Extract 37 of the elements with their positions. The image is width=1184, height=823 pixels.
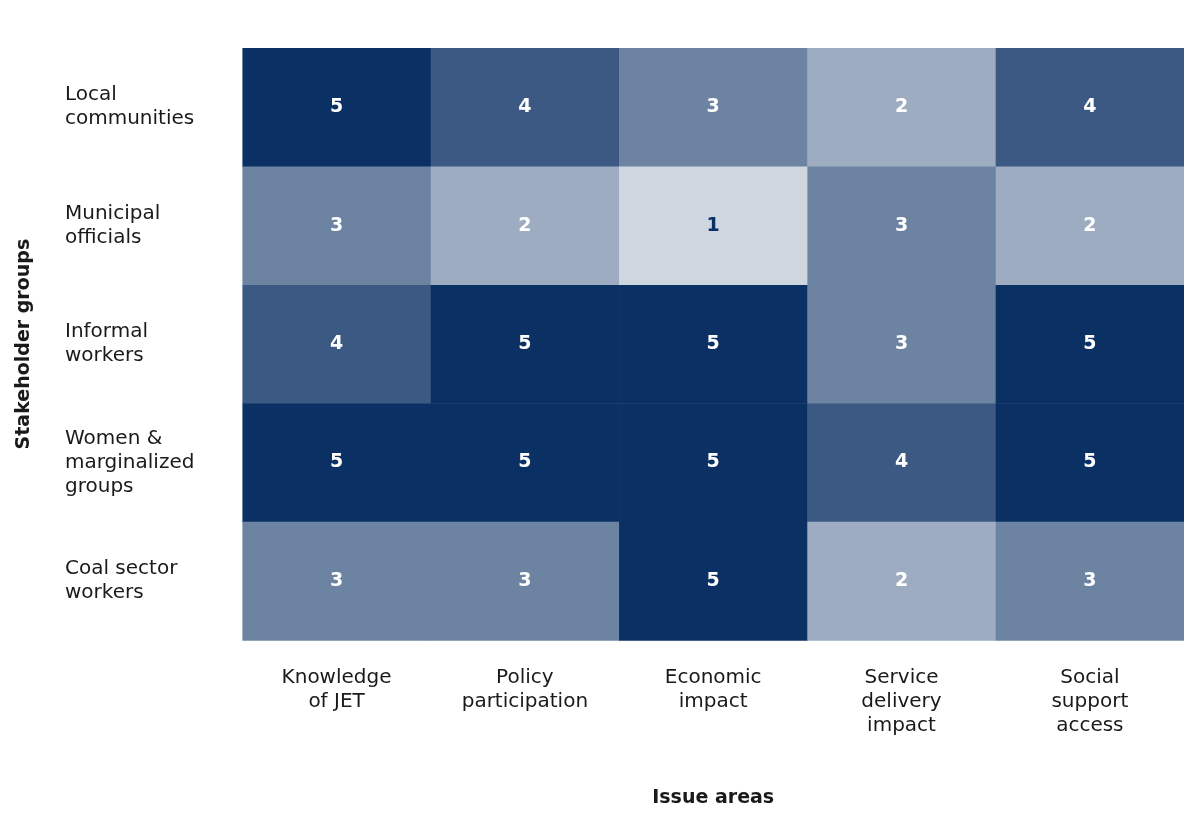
data-label: 4 [1083, 94, 1097, 117]
data-label: 3 [894, 212, 909, 235]
data-label: 5 [706, 567, 720, 590]
y-axis-title: Stakeholder groups [10, 238, 33, 450]
x-tick-label: Economic impact [664, 664, 762, 713]
data-label: 5 [329, 94, 344, 117]
data-label: 1 [706, 212, 720, 235]
data-label: 2 [894, 94, 909, 117]
data-label: 4 [518, 94, 532, 117]
data-label: 4 [329, 331, 344, 354]
x-tick-label: Knowledge of JET [281, 664, 392, 713]
data-label: 5 [706, 331, 720, 354]
data-label: 4 [894, 449, 909, 472]
data-label: 3 [894, 331, 909, 354]
data-label: 5 [518, 331, 532, 354]
y-tick-label: Informal workers [65, 318, 149, 367]
data-label: 3 [1083, 567, 1097, 590]
data-label: 2 [1083, 212, 1097, 235]
data-label: 5 [1083, 331, 1097, 354]
data-label: 2 [518, 212, 532, 235]
data-label: 3 [706, 94, 720, 117]
data-label: 5 [706, 449, 720, 472]
x-tick-label: Policy participation [461, 664, 589, 713]
data-label: 3 [329, 567, 344, 590]
x-tick-label: Social support access [1051, 664, 1129, 737]
data-label: 5 [518, 449, 532, 472]
data-label: 3 [329, 212, 344, 235]
x-axis-title: Issue areas [652, 784, 775, 807]
y-tick-label: Municipal officials [65, 199, 161, 248]
data-label: 5 [329, 449, 344, 472]
data-label: 2 [894, 567, 909, 590]
y-tick-label: Local communities [65, 81, 195, 130]
data-label: 3 [518, 567, 532, 590]
x-tick-label: Service delivery impact [861, 664, 942, 737]
y-tick-label: Coal sector workers [65, 555, 179, 604]
y-tick-label: Women & marginalized groups [65, 424, 195, 497]
data-label: 5 [1083, 449, 1097, 472]
